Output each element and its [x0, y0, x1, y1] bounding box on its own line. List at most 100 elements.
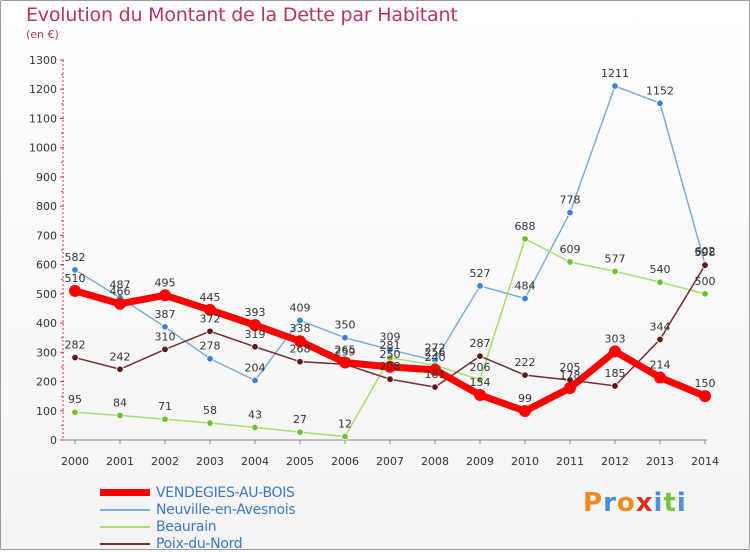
brand-logo: Proxiti	[583, 488, 687, 518]
data-label: 598	[695, 246, 716, 259]
data-label: 372	[200, 312, 221, 325]
data-label: 278	[200, 340, 221, 353]
data-point	[69, 284, 81, 297]
data-point	[521, 371, 529, 379]
data-label: 338	[290, 322, 311, 335]
data-label: 27	[293, 413, 307, 426]
data-point	[339, 356, 351, 369]
data-point	[656, 278, 664, 286]
brand-letter: x	[635, 488, 654, 518]
data-point	[476, 352, 484, 360]
data-label: 268	[290, 343, 311, 356]
x-tick-label: 2003	[196, 455, 224, 468]
y-tick-label: 1200	[29, 83, 57, 96]
data-label: 185	[605, 367, 626, 380]
data-label: 99	[518, 392, 532, 405]
data-point	[296, 357, 304, 366]
data-point	[71, 266, 79, 274]
data-point	[386, 345, 394, 354]
legend-label-vendegies: VENDEGIES-AU-BOIS	[156, 484, 295, 501]
data-point	[71, 408, 79, 416]
y-tick-label: 300	[36, 346, 57, 359]
brand-letter: P	[583, 488, 604, 518]
x-tick-label: 2001	[106, 455, 134, 468]
data-point	[611, 267, 619, 276]
y-tick-label: 1000	[29, 142, 57, 155]
data-label: 259	[335, 345, 356, 358]
data-point	[341, 432, 349, 441]
legend-swatch-poix	[100, 542, 150, 545]
data-label: 582	[65, 251, 86, 264]
data-point	[656, 99, 664, 107]
legend-label-neuville: Neuville-en-Avesnois	[156, 501, 296, 518]
data-point	[116, 411, 124, 420]
legend-item-poix: Poix-du-Nord	[100, 535, 295, 552]
data-point	[116, 365, 124, 373]
data-point	[611, 382, 619, 390]
data-point	[611, 82, 619, 90]
data-label: 256	[425, 346, 446, 359]
data-label: 500	[695, 275, 716, 288]
legend-label-beaurain: Beaurain	[156, 518, 217, 535]
x-tick-label: 2002	[151, 455, 179, 468]
data-label: 265	[335, 344, 356, 357]
data-label: 310	[155, 330, 176, 343]
legend-item-beaurain: Beaurain	[100, 518, 295, 535]
x-tick-label: 2009	[466, 455, 494, 468]
y-tick-label: 600	[36, 259, 57, 272]
data-point	[159, 289, 171, 302]
data-point	[566, 258, 574, 266]
x-tick-label: 2000	[61, 455, 89, 468]
data-label: 204	[245, 361, 266, 374]
legend-item-neuville: Neuville-en-Avesnois	[100, 501, 296, 518]
data-label: 540	[650, 263, 671, 276]
legend: VENDEGIES-AU-BOIS Neuville-en-Avesnois B…	[100, 484, 296, 552]
x-tick-label: 2007	[376, 455, 404, 468]
data-label: 272	[425, 341, 446, 354]
data-label: 84	[113, 396, 127, 409]
data-point	[71, 353, 79, 362]
data-point	[566, 208, 574, 217]
data-label: 58	[203, 404, 217, 417]
data-label: 527	[470, 267, 491, 280]
y-tick-label: 100	[36, 405, 57, 418]
data-label: 205	[560, 361, 581, 374]
data-label: 387	[155, 308, 176, 321]
data-point	[701, 290, 709, 298]
x-tick-label: 2011	[556, 455, 584, 468]
data-point	[206, 355, 214, 363]
data-point	[474, 388, 486, 401]
x-tick-label: 2010	[511, 455, 539, 468]
data-label: 240	[425, 351, 446, 364]
data-point	[654, 371, 666, 384]
y-tick-label: 900	[36, 171, 57, 184]
data-point	[476, 282, 484, 290]
data-label: 287	[470, 337, 491, 350]
data-label: 150	[695, 377, 716, 390]
data-point	[386, 375, 394, 383]
data-label: 466	[110, 285, 131, 298]
data-point	[206, 327, 214, 335]
data-label: 350	[335, 319, 356, 332]
x-tick-label: 2006	[331, 455, 359, 468]
data-point	[701, 261, 709, 269]
data-label: 181	[425, 368, 446, 381]
data-label: 309	[380, 331, 401, 344]
legend-swatch-vendegies	[100, 489, 150, 496]
legend-item-vendegies: VENDEGIES-AU-BOIS	[100, 484, 295, 501]
data-point	[521, 294, 529, 303]
data-point	[296, 428, 304, 436]
data-point	[519, 405, 531, 418]
data-label: 577	[605, 252, 626, 265]
y-tick-label: 500	[36, 288, 57, 301]
data-point	[251, 343, 259, 351]
y-tick-label: 1100	[29, 112, 57, 125]
y-tick-label: 200	[36, 376, 57, 389]
data-label: 282	[65, 339, 86, 352]
data-label: 484	[515, 280, 536, 293]
data-label: 319	[245, 328, 266, 341]
y-tick-label: 0	[50, 434, 57, 447]
data-label: 12	[338, 417, 352, 430]
